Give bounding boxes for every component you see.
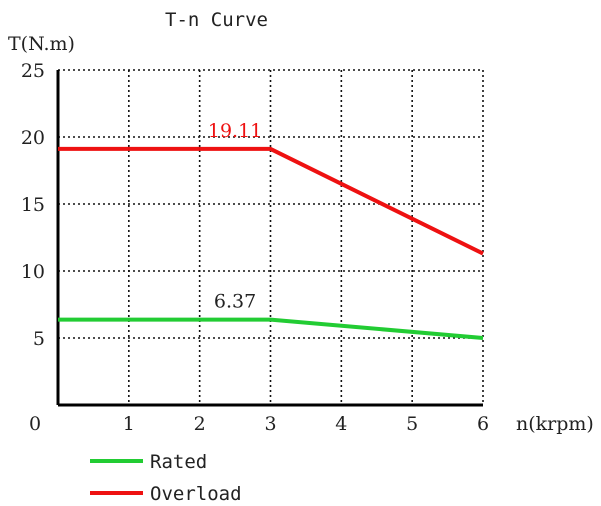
x-tick-label-0: 0 (29, 413, 41, 435)
legend: Rated Overload (90, 451, 242, 505)
data-label-6-37: 6.37 (214, 291, 256, 313)
x-tick-label-6: 6 (477, 413, 489, 435)
x-tick-label-3: 3 (264, 413, 276, 435)
annotations: 19.11 6.37 (208, 120, 262, 313)
tick-labels: 0 1 2 3 4 5 6 5 10 15 20 25 (21, 60, 489, 435)
x-axis-label: n(krpm) (516, 413, 594, 435)
data-label-19-11: 19.11 (208, 120, 262, 142)
series-lines (58, 146, 484, 340)
y-axis-label: T(N.m) (8, 33, 75, 55)
chart-title: T-n Curve (165, 9, 268, 31)
y-tick-label-5: 5 (33, 328, 45, 350)
legend-label-overload: Overload (150, 483, 242, 505)
y-tick-label-10: 10 (21, 261, 45, 283)
series-line-overload (58, 146, 484, 256)
x-tick-label-2: 2 (194, 413, 206, 435)
axes (56, 70, 483, 407)
x-tick-label-1: 1 (123, 413, 135, 435)
x-tick-label-5: 5 (406, 413, 418, 435)
y-tick-label-20: 20 (21, 127, 45, 149)
legend-label-rated: Rated (150, 451, 207, 473)
y-tick-label-25: 25 (21, 60, 45, 82)
y-tick-label-15: 15 (21, 194, 45, 216)
grid (58, 69, 484, 405)
series-line-rated (58, 317, 484, 340)
x-tick-label-4: 4 (335, 413, 347, 435)
